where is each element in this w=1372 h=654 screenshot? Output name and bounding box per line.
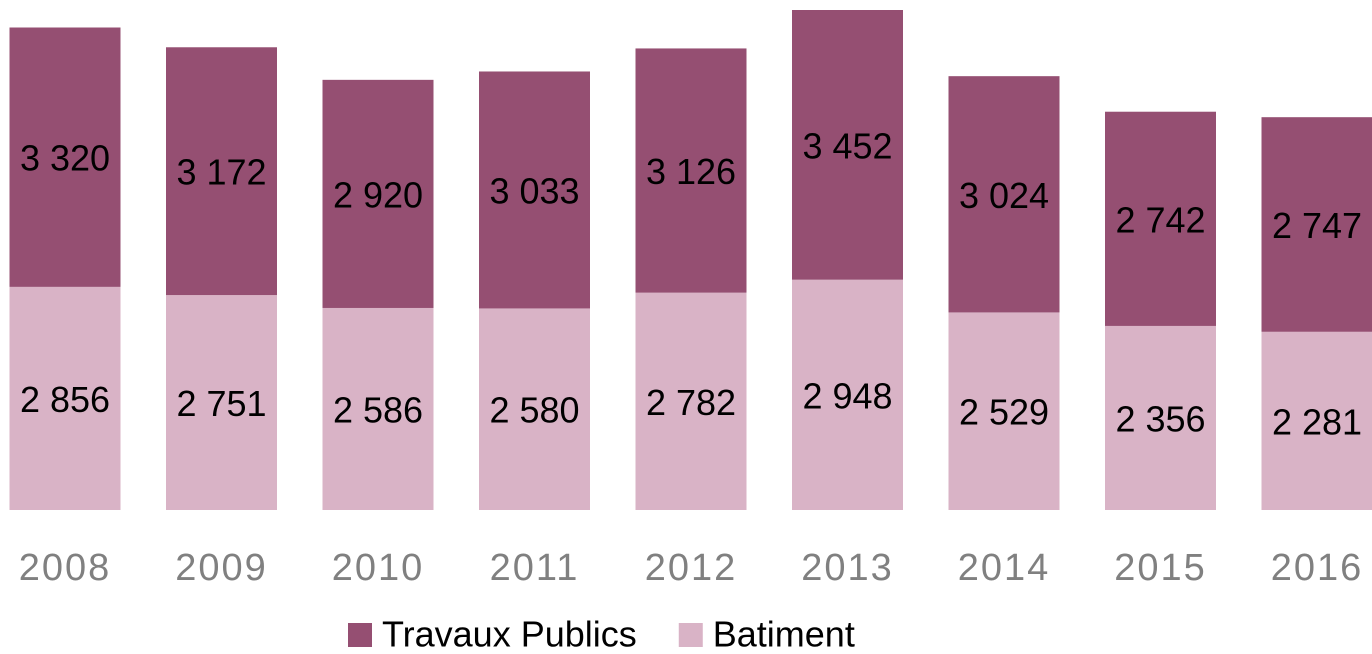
x-tick-label: 2014 (958, 547, 1051, 589)
bar-segment (322, 307, 434, 510)
value-label: 2 856 (20, 379, 110, 420)
value-label: 3 452 (802, 125, 892, 166)
value-label: 2 356 (1115, 398, 1205, 439)
x-tick-label: 2010 (332, 547, 425, 589)
value-label: 2 580 (489, 390, 579, 431)
value-label: 2 529 (959, 392, 1049, 433)
x-tick-label: 2013 (801, 547, 894, 589)
value-label: 3 320 (20, 138, 110, 179)
value-label: 2 281 (1272, 401, 1362, 442)
bar-segment (948, 76, 1060, 313)
value-label: 3 126 (646, 151, 736, 192)
bar-segment (479, 308, 590, 510)
bar-segment (166, 295, 277, 510)
legend-swatch (348, 623, 372, 647)
value-label: 2 920 (333, 174, 423, 215)
value-label: 2 747 (1272, 205, 1362, 246)
x-tick-label: 2008 (19, 547, 112, 589)
bar-segment (9, 286, 121, 510)
bar-segment (166, 47, 277, 296)
bar-segment (635, 292, 747, 510)
value-label: 3 172 (176, 152, 266, 193)
bar-segment (1261, 117, 1372, 332)
value-label: 2 782 (646, 382, 736, 423)
bar-segment (9, 27, 121, 287)
bar-segment (479, 71, 590, 309)
bar-segment (948, 312, 1060, 510)
bar-segment (1261, 331, 1372, 510)
x-tick-label: 2011 (490, 547, 580, 589)
bar-segment (792, 10, 903, 280)
value-label: 3 024 (959, 175, 1049, 216)
x-tick-label: 2009 (175, 547, 268, 589)
value-label: 2 948 (802, 375, 892, 416)
value-label: 2 751 (176, 383, 266, 424)
value-label: 2 742 (1115, 199, 1205, 240)
value-label: 2 586 (333, 390, 423, 431)
bar-segment (792, 279, 903, 510)
legend-label: Travaux Publics (382, 614, 637, 654)
bar-segment (322, 79, 434, 308)
bar-segment (1105, 325, 1216, 510)
bar-segment (635, 48, 747, 293)
x-tick-label: 2015 (1114, 547, 1207, 589)
legend-label: Batiment (713, 614, 855, 654)
legend-swatch (678, 623, 703, 647)
x-tick-label: 2016 (1271, 547, 1364, 589)
x-tick-label: 2012 (645, 547, 738, 589)
value-label: 3 033 (489, 170, 579, 211)
bar-segment (1105, 111, 1216, 326)
